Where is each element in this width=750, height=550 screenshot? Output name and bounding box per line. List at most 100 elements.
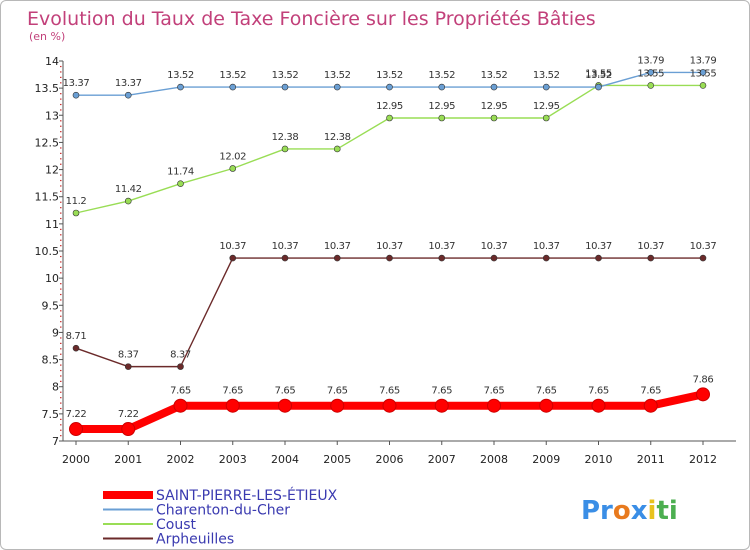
x-tick-label: 2000 bbox=[62, 453, 90, 466]
y-minor-tick bbox=[60, 272, 62, 274]
data-label: 7.86 bbox=[693, 374, 714, 385]
data-label: 13.55 bbox=[585, 68, 612, 79]
y-minor-tick bbox=[60, 98, 62, 100]
x-tick-label: 2011 bbox=[637, 453, 665, 466]
data-label: 7.22 bbox=[118, 409, 139, 420]
data-label: 7.65 bbox=[379, 386, 400, 397]
data-label: 8.37 bbox=[170, 350, 191, 361]
data-label: 7.65 bbox=[536, 386, 557, 397]
data-point bbox=[229, 165, 237, 172]
brand-part: x bbox=[631, 496, 648, 526]
data-point bbox=[386, 83, 393, 91]
y-minor-tick bbox=[60, 65, 62, 68]
data-label: 11.42 bbox=[115, 184, 142, 195]
y-minor-tick bbox=[60, 321, 62, 323]
y-minor-tick bbox=[60, 418, 62, 420]
y-minor-tick bbox=[60, 288, 62, 290]
y-minor-tick bbox=[60, 337, 62, 339]
data-point bbox=[386, 114, 393, 122]
y-minor-tick bbox=[60, 429, 62, 431]
data-point bbox=[173, 398, 188, 413]
y-minor-tick bbox=[60, 342, 62, 344]
y-tick-label: 10.5 bbox=[35, 245, 60, 258]
data-label: 12.02 bbox=[219, 151, 246, 162]
data-label: 13.52 bbox=[481, 70, 508, 81]
y-minor-tick bbox=[60, 353, 62, 355]
data-label: 7.65 bbox=[275, 386, 296, 397]
x-tick-label: 2009 bbox=[532, 453, 560, 466]
x-tick-label: 2008 bbox=[480, 453, 508, 466]
data-point bbox=[124, 91, 132, 99]
y-minor-tick bbox=[60, 402, 62, 404]
data-point bbox=[699, 82, 707, 89]
y-minor-tick bbox=[60, 152, 62, 154]
y-minor-tick bbox=[60, 364, 62, 366]
y-tick-label: 12 bbox=[45, 164, 59, 177]
x-tick-label: 2006 bbox=[376, 453, 404, 466]
y-tick-label: 11.5 bbox=[35, 191, 60, 204]
legend-label: SAINT-PIERRE-LES-ÉTIEUX bbox=[156, 487, 338, 504]
y-minor-tick bbox=[60, 234, 62, 236]
y-minor-tick bbox=[60, 190, 62, 192]
y-minor-tick bbox=[60, 369, 62, 372]
data-label: 13.52 bbox=[167, 70, 194, 81]
x-tick-label: 2012 bbox=[689, 453, 717, 466]
data-point bbox=[438, 254, 446, 262]
brand-part: ti bbox=[656, 496, 677, 526]
y-minor-tick bbox=[60, 375, 62, 377]
y-tick-label: 11 bbox=[45, 218, 59, 231]
data-point bbox=[124, 363, 132, 370]
data-point bbox=[490, 254, 498, 262]
data-point bbox=[490, 83, 498, 91]
data-label: 11.2 bbox=[66, 196, 87, 207]
y-minor-tick bbox=[60, 261, 62, 263]
x-tick-label: 2002 bbox=[167, 453, 195, 466]
data-label: 8.71 bbox=[66, 331, 87, 342]
data-point bbox=[699, 69, 707, 76]
brand-part: Pr bbox=[581, 496, 613, 526]
y-minor-tick bbox=[60, 212, 62, 214]
data-point bbox=[72, 344, 80, 352]
data-label: 10.37 bbox=[376, 241, 403, 252]
y-minor-tick bbox=[60, 103, 62, 106]
data-point bbox=[333, 145, 341, 153]
data-point bbox=[643, 398, 658, 413]
x-tick-label: 2010 bbox=[585, 453, 613, 466]
y-tick-label: 13 bbox=[45, 109, 59, 122]
data-label: 13.52 bbox=[272, 70, 299, 81]
data-point bbox=[386, 254, 393, 262]
y-minor-tick bbox=[60, 299, 62, 301]
y-minor-tick bbox=[60, 424, 62, 426]
data-point bbox=[333, 83, 341, 91]
data-point bbox=[72, 209, 80, 217]
y-minor-tick bbox=[60, 185, 62, 187]
data-point bbox=[382, 398, 397, 413]
data-label: 12.95 bbox=[481, 101, 508, 112]
chart-title: Evolution du Taux de Taxe Foncière sur l… bbox=[27, 8, 596, 30]
data-point bbox=[281, 145, 289, 153]
legend-label: Coust bbox=[156, 517, 197, 533]
y-tick-label: 12.5 bbox=[35, 136, 60, 149]
x-tick-label: 2007 bbox=[428, 453, 456, 466]
y-minor-tick bbox=[60, 326, 62, 328]
data-label: 12.95 bbox=[428, 101, 455, 112]
data-point bbox=[121, 422, 136, 437]
data-label: 7.65 bbox=[222, 386, 243, 397]
data-label: 7.65 bbox=[327, 386, 348, 397]
data-label: 13.55 bbox=[690, 68, 717, 79]
y-minor-tick bbox=[60, 131, 62, 133]
data-point bbox=[333, 254, 341, 262]
data-point bbox=[72, 91, 80, 99]
y-minor-tick bbox=[60, 310, 62, 312]
data-label: 13.55 bbox=[637, 68, 664, 79]
data-label: 13.79 bbox=[690, 55, 717, 66]
y-minor-tick bbox=[60, 380, 62, 382]
data-point bbox=[438, 83, 446, 91]
legend-label: Arpheuilles bbox=[156, 532, 234, 548]
y-minor-tick bbox=[60, 163, 62, 165]
data-label: 7.65 bbox=[588, 386, 609, 397]
y-minor-tick bbox=[60, 179, 62, 182]
data-point bbox=[330, 398, 345, 413]
data-label: 7.22 bbox=[66, 409, 87, 420]
y-minor-tick bbox=[60, 245, 62, 247]
